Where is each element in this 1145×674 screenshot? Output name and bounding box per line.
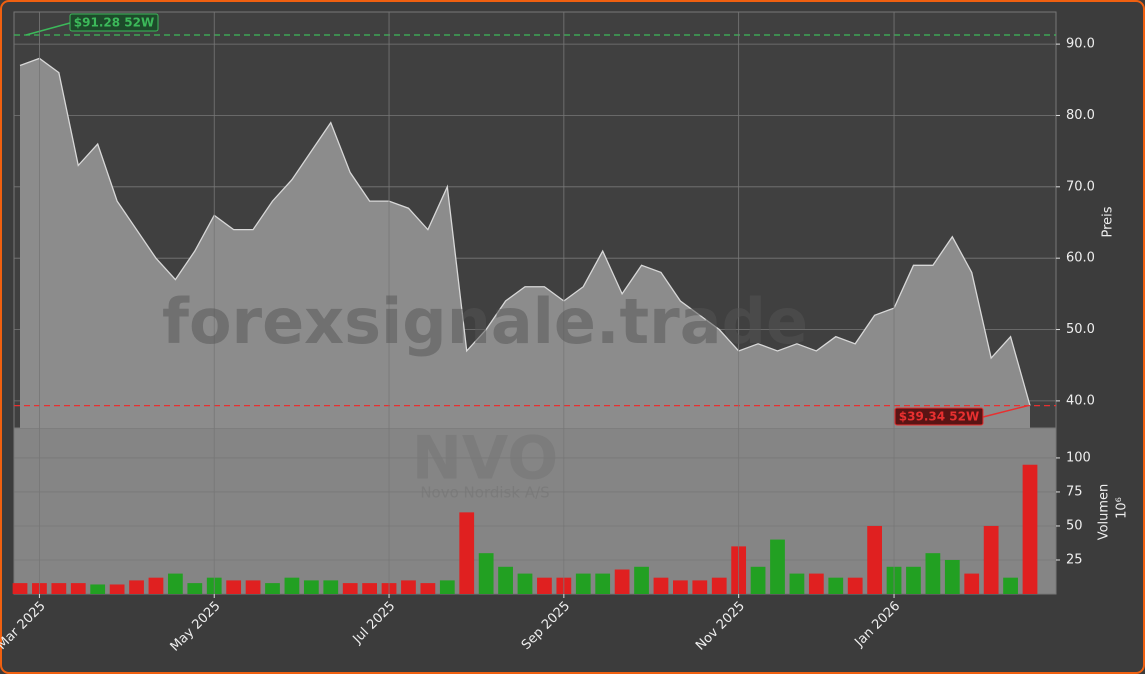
annotation-arrow: [25, 22, 71, 36]
volume-bar: [303, 580, 319, 594]
company-watermark: Novo Nordisk A/S: [420, 484, 549, 502]
volume-bar: [90, 584, 106, 594]
volume-bar: [634, 566, 649, 594]
volume-bar: [614, 569, 630, 594]
volume-bar: [362, 583, 377, 594]
volume-bar: [342, 583, 358, 594]
volume-bar: [401, 580, 416, 594]
volume-bar: [226, 580, 242, 594]
volume-bar: [439, 580, 455, 594]
y-tick-label: 100: [1066, 450, 1091, 465]
volume-bar: [284, 577, 300, 594]
volume-bar: [478, 553, 494, 594]
watermark: forexsignale.trade: [162, 285, 808, 358]
volume-bar: [51, 583, 67, 594]
y-tick-label: 90.0: [1066, 37, 1095, 52]
y-tick-label: 70.0: [1066, 179, 1095, 194]
volume-bar: [459, 512, 475, 594]
volume-bar: [828, 577, 844, 594]
volume-bar: [964, 573, 980, 594]
y-tick-label: 60.0: [1066, 251, 1095, 266]
volume-bar: [148, 577, 164, 594]
y-tick-label: 40.0: [1066, 393, 1095, 408]
volume-bar: [789, 573, 805, 594]
volume-bar: [673, 580, 688, 594]
volume-bar: [12, 583, 28, 594]
annotation-text: $39.34 52W: [899, 410, 979, 424]
volume-bar: [498, 566, 513, 594]
symbol-watermark: NVO: [412, 424, 559, 494]
volume-bar: [129, 580, 144, 594]
price-area: [20, 58, 1030, 428]
y-tick-label: 75: [1066, 484, 1083, 499]
volume-bar: [847, 577, 863, 594]
volume-bar: [575, 573, 591, 594]
volume-bar: [1022, 464, 1038, 594]
volume-bar: [692, 580, 708, 594]
volume-bar: [537, 577, 552, 594]
volume-bar: [711, 577, 727, 594]
y-axis-label: Volumen: [1097, 484, 1112, 541]
volume-bar: [944, 559, 960, 594]
volume-bar: [750, 566, 766, 594]
y-tick-label: 25: [1066, 552, 1083, 567]
volume-bar: [595, 573, 611, 594]
price-line: [19, 57, 1031, 406]
volume-bar: [323, 580, 339, 594]
y-tick-label: 50.0: [1066, 322, 1095, 337]
volume-bar: [983, 525, 999, 594]
volume-bar: [517, 573, 533, 594]
volume-bar: [109, 584, 125, 594]
volume-bar: [1003, 577, 1018, 594]
volume-bar: [808, 573, 824, 594]
volume-bar: [420, 583, 436, 594]
annotation-text: $91.28 52W: [74, 16, 154, 30]
annotation-arrow: [982, 404, 1029, 418]
volume-bar: [770, 539, 785, 594]
volume-bar: [265, 583, 280, 594]
volume-bar: [187, 583, 203, 594]
y-tick-label: 80.0: [1066, 108, 1095, 123]
y-tick-label: 50: [1066, 518, 1083, 533]
volume-bar: [867, 525, 882, 594]
y-axis-label: Preis: [1101, 206, 1116, 237]
annotation-box: [69, 13, 159, 32]
volume-bar: [653, 577, 669, 594]
volume-bar: [906, 566, 921, 594]
volume-bar: [245, 580, 261, 594]
volume-bar: [168, 573, 183, 594]
volume-bar: [925, 553, 941, 594]
volume-bar: [70, 583, 86, 594]
y-axis-unit: 10⁶: [1115, 497, 1130, 519]
